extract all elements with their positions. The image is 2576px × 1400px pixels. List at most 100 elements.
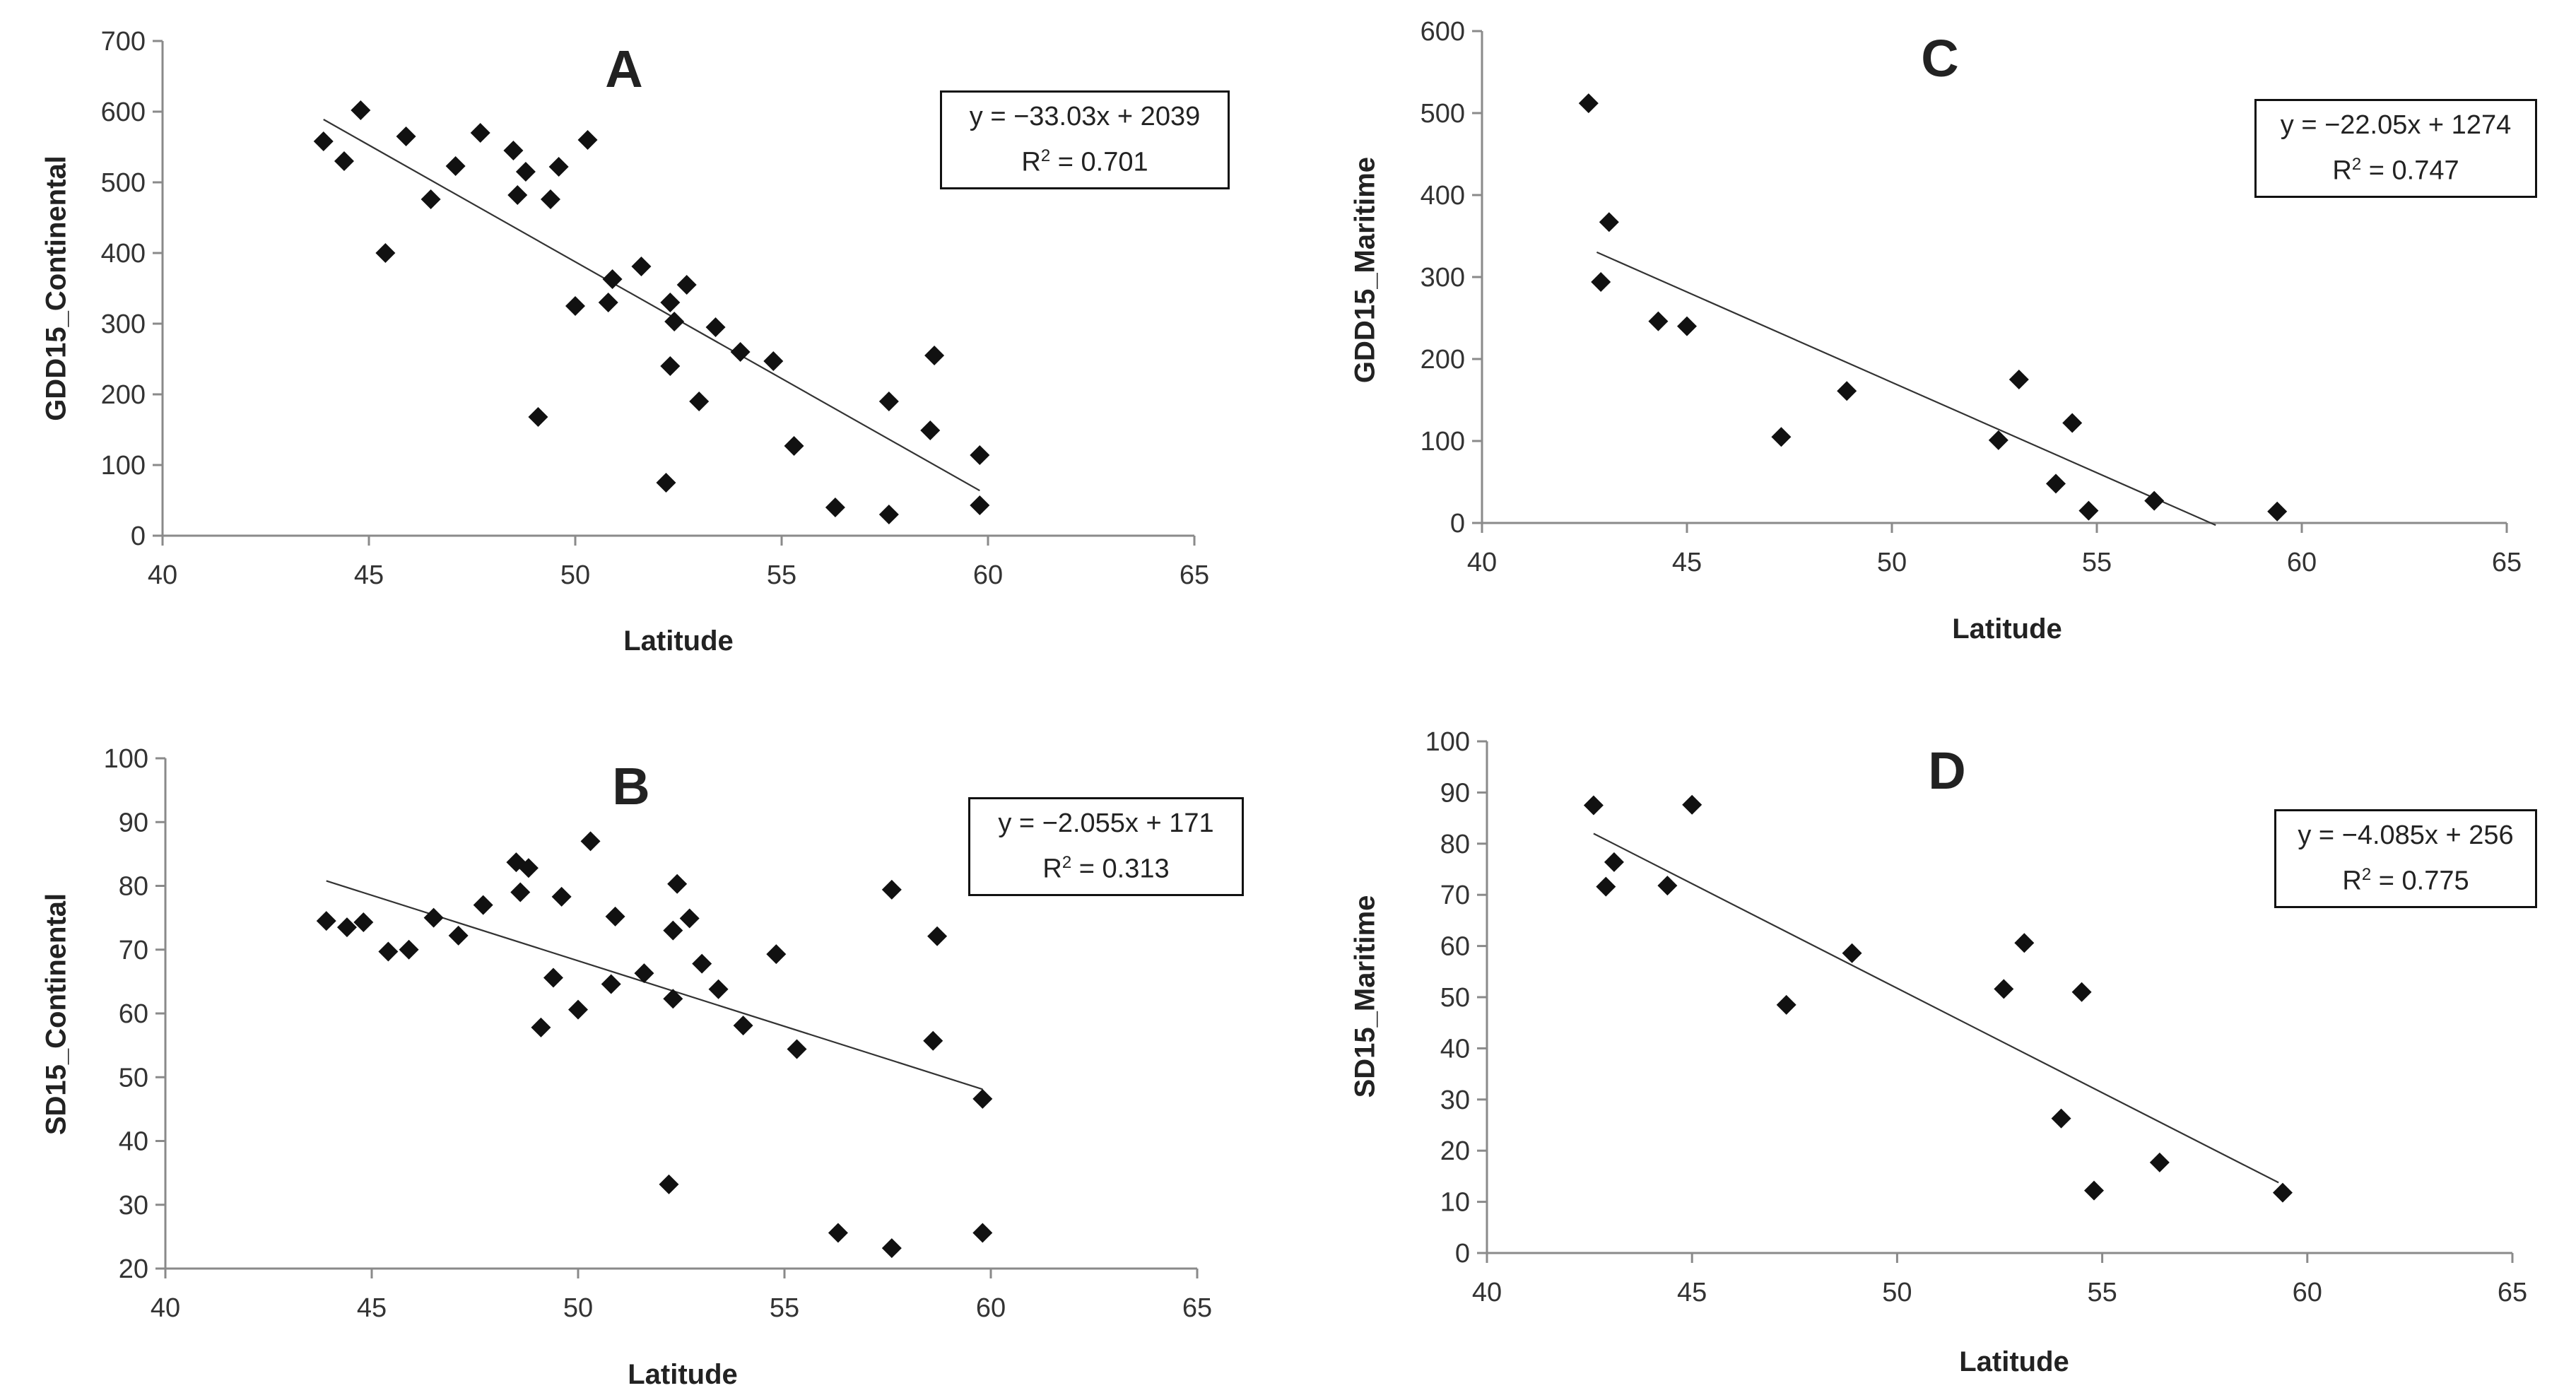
y-tick-label: 400 [1421, 181, 1465, 211]
data-point [2272, 1182, 2293, 1203]
y-tick-label: 40 [119, 1127, 148, 1157]
equation-box: y = −4.085x + 256 R2 = 0.775 [2274, 809, 2537, 908]
data-point [927, 926, 948, 946]
data-point [2062, 413, 2083, 433]
data-point [396, 127, 416, 146]
r-squared: R2 = 0.747 [2332, 155, 2459, 186]
data-point [568, 999, 588, 1020]
data-point [1599, 212, 1619, 233]
trendline [323, 119, 980, 492]
data-point [540, 189, 560, 209]
trendline [1596, 251, 2216, 527]
data-point [1682, 794, 1702, 815]
r-squared: R2 = 0.775 [2342, 865, 2469, 896]
data-point [667, 873, 688, 894]
y-tick-label: 20 [119, 1254, 148, 1284]
data-point [970, 445, 990, 465]
data-point [605, 906, 625, 927]
r-squared: R2 = 0.313 [1042, 853, 1170, 884]
data-point [923, 1030, 943, 1051]
y-tick-label: 0 [1450, 509, 1465, 539]
x-axis-label: Latitude [1959, 1346, 2069, 1377]
y-tick-label: 50 [1440, 983, 1470, 1013]
data-point [692, 953, 712, 974]
data-point [473, 895, 493, 915]
y-tick-label: 600 [1421, 17, 1465, 47]
data-point [531, 1017, 551, 1037]
equation-box: y = −22.05x + 1274 R2 = 0.747 [2254, 99, 2537, 198]
y-tick-label: 80 [119, 872, 148, 902]
data-point [448, 925, 469, 946]
data-point [551, 886, 572, 907]
data-point [313, 131, 334, 151]
data-point [1596, 876, 1616, 897]
x-tick-label: 65 [1182, 1293, 1212, 1323]
data-point [316, 911, 336, 931]
x-axis-label: Latitude [628, 1359, 738, 1390]
y-tick-label: 500 [1421, 99, 1465, 129]
y-tick-label: 60 [119, 999, 148, 1029]
data-point [766, 944, 787, 965]
data-point [659, 1174, 679, 1194]
x-tick-label: 50 [560, 560, 590, 590]
data-point [730, 342, 751, 362]
y-tick-label: 70 [119, 936, 148, 965]
panel-letter: C [1921, 29, 1959, 88]
y-tick-label: 300 [101, 310, 146, 339]
y-tick-label: 30 [1440, 1086, 1470, 1115]
data-point [920, 420, 941, 440]
data-point [689, 392, 710, 411]
data-point [970, 495, 990, 515]
data-point [2144, 490, 2165, 511]
equation-box: y = −33.03x + 2039 R2 = 0.701 [940, 90, 1230, 189]
data-point [598, 293, 618, 312]
data-point [1771, 427, 1792, 447]
data-point [825, 498, 845, 517]
data-point [1842, 943, 1862, 963]
data-point [548, 157, 569, 177]
data-point [507, 185, 528, 205]
data-point [787, 1039, 807, 1059]
trendline [1593, 833, 2279, 1184]
y-tick-label: 30 [119, 1191, 148, 1220]
data-point [924, 346, 945, 365]
data-point [375, 243, 396, 263]
y-tick-label: 50 [119, 1063, 148, 1093]
data-point [2071, 982, 2092, 1002]
data-point [1583, 795, 1604, 816]
data-point [1591, 271, 1611, 292]
x-tick-label: 60 [976, 1293, 1006, 1323]
y-tick-label: 600 [101, 98, 146, 127]
y-tick-label: 300 [1421, 263, 1465, 293]
data-point [2014, 933, 2035, 953]
x-tick-label: 40 [148, 560, 177, 590]
x-tick-label: 60 [973, 560, 1003, 590]
data-point [1776, 994, 1796, 1015]
data-point [763, 351, 784, 371]
data-point [399, 939, 419, 960]
data-point [664, 312, 685, 331]
data-point [631, 257, 652, 276]
y-tick-label: 700 [101, 27, 146, 57]
y-tick-label: 500 [101, 168, 146, 198]
data-point [2149, 1152, 2170, 1172]
x-axis-label: Latitude [1952, 613, 2062, 645]
data-point [445, 156, 466, 176]
data-point [784, 436, 804, 456]
data-point [2083, 1180, 2104, 1201]
equation-box: y = −2.055x + 171 R2 = 0.313 [968, 797, 1244, 896]
data-point [336, 917, 357, 938]
data-point [503, 141, 524, 160]
data-point [1677, 316, 1697, 336]
data-point [679, 908, 700, 929]
y-tick-label: 90 [119, 808, 148, 837]
trendline-equation: y = −33.03x + 2039 [969, 102, 1201, 131]
y-axis-label: SD15_Maritime [1349, 895, 1381, 1098]
data-point [660, 356, 681, 376]
data-point [2267, 501, 2288, 522]
data-point [602, 269, 623, 289]
data-point [601, 974, 621, 994]
data-point [1837, 381, 1857, 401]
